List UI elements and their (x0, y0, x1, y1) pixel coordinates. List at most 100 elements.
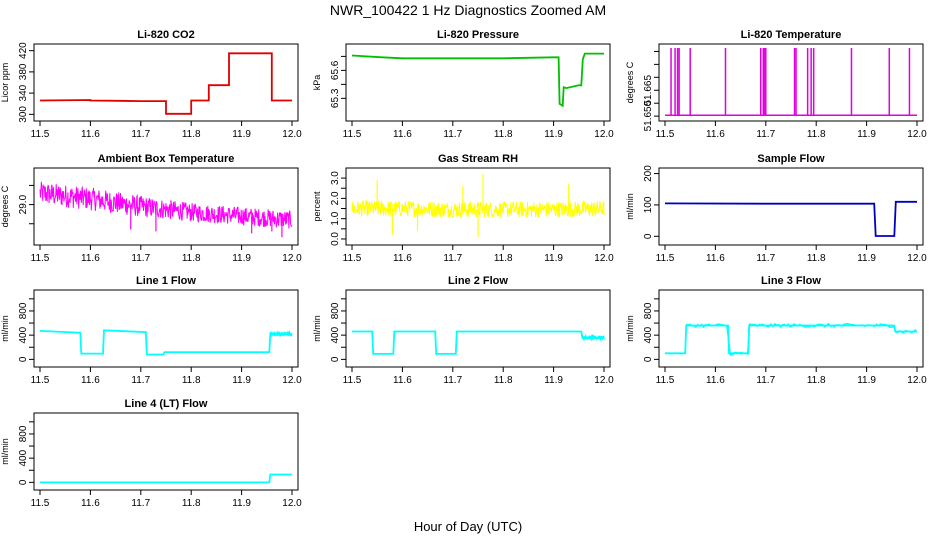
x-tick-label: 11.9 (857, 375, 876, 386)
y-tick-label: 0 (643, 356, 654, 362)
series-line (39, 181, 293, 229)
y-tick-label: 340 (18, 84, 29, 101)
y-axis-label: degrees C (0, 185, 10, 227)
y-tick-label: 65.6 (330, 60, 341, 80)
y-tick-label: 65.3 (330, 88, 341, 108)
y-axis-label: ml/min (312, 315, 322, 342)
x-tick-label: 11.5 (31, 129, 50, 140)
x-tick-label: 11.8 (182, 498, 201, 509)
x-tick-label: 11.5 (343, 375, 362, 386)
series-line2 (352, 330, 605, 355)
x-tick-label: 11.6 (706, 253, 725, 264)
x-tick-label: 12.0 (907, 253, 927, 264)
series-noise (581, 333, 605, 342)
x-tick-label: 11.5 (656, 253, 675, 264)
y-tick-label: 100 (643, 196, 654, 213)
x-tick-label: 11.8 (494, 375, 513, 386)
x-tick-label: 11.7 (756, 375, 775, 386)
x-tick-label: 11.9 (544, 129, 563, 140)
x-tick-label: 11.6 (81, 129, 100, 140)
series-line (351, 199, 605, 220)
x-tick-label: 12.0 (594, 253, 614, 264)
x-tick-label: 11.9 (232, 498, 251, 509)
y-axis-label: kPa (312, 75, 322, 91)
x-tick-label: 12.0 (594, 375, 614, 386)
y-axis-label: ml/min (625, 315, 635, 342)
plot-frame (33, 43, 299, 122)
series-line (664, 200, 917, 237)
y-tick-label: 51.665 (643, 75, 654, 106)
series-rh (351, 174, 605, 237)
y-tick-label: 420 (18, 42, 29, 59)
x-tick-label: 11.7 (443, 375, 462, 386)
y-tick-label: 800 (18, 425, 29, 442)
series-line1 (39, 329, 293, 356)
x-tick-label: 11.6 (706, 375, 725, 386)
y-tick-label: 1.0 (330, 211, 341, 225)
x-tick-label: 11.5 (343, 253, 362, 264)
panel-title: Line 4 (LT) Flow (125, 398, 208, 410)
x-tick-label: 12.0 (907, 129, 927, 140)
figure-title: NWR_100422 1 Hz Diagnostics Zoomed AM (330, 2, 606, 18)
panel-title: Gas Stream RH (438, 153, 518, 165)
panel-line2: Line 2 Flow 11.5 11.6 11.7 11.8 11.9 12.0 0 400 8… (312, 275, 614, 386)
y-tick-label: 800 (330, 302, 341, 319)
plot-frame (658, 289, 924, 368)
x-tick-label: 11.6 (393, 129, 412, 140)
x-tick-label: 11.7 (131, 375, 150, 386)
x-tick-label: 11.6 (393, 253, 412, 264)
x-tick-label: 11.5 (656, 375, 675, 386)
figure-xlabel: Hour of Day (UTC) (414, 519, 522, 534)
series-sample_flow (664, 200, 917, 237)
series-noise (686, 322, 918, 356)
series-line (352, 330, 604, 355)
x-tick-label: 11.8 (807, 375, 826, 386)
panel-title: Li-820 Pressure (437, 29, 519, 41)
x-tick-label: 11.8 (494, 253, 513, 264)
x-tick-label: 11.8 (182, 129, 201, 140)
plot-frame (33, 167, 299, 246)
y-tick-label: 0.0 (330, 232, 341, 246)
x-tick-label: 12.0 (282, 498, 302, 509)
plot-frame (345, 289, 611, 368)
series-pressure (351, 52, 604, 108)
series-licor_temp (665, 48, 917, 117)
panel-line4: Line 4 (LT) Flow 11.5 11.6 11.7 11.8 11.9 12.0… (0, 398, 302, 509)
panel-pressure: Li-820 Pressure 11.5 11.6 11.7 11.8 11.9 12.0 6… (312, 29, 614, 140)
y-tick-label: 400 (18, 326, 29, 343)
y-tick-label: 29.0 (18, 194, 29, 214)
y-axis-label: degrees C (625, 61, 635, 103)
panel-title: Ambient Box Temperature (98, 153, 235, 165)
y-tick-label: 400 (643, 326, 654, 343)
y-tick-label: 3.0 (330, 171, 341, 185)
x-tick-label: 12.0 (282, 375, 302, 386)
y-tick-label: 800 (643, 302, 654, 319)
y-tick-label: 0 (18, 479, 29, 485)
series-line (665, 324, 917, 355)
series-line4 (40, 473, 292, 484)
x-tick-label: 11.7 (131, 253, 150, 264)
x-tick-label: 11.7 (443, 253, 462, 264)
x-tick-label: 11.7 (443, 129, 462, 140)
panel-rh: Gas Stream RH 11.5 11.6 11.7 11.8 11.9 12.0 0.0… (312, 153, 614, 264)
panel-title: Li-820 Temperature (741, 29, 842, 41)
x-tick-label: 11.7 (756, 129, 775, 140)
x-tick-label: 11.6 (393, 375, 412, 386)
y-axis-label: percent (312, 191, 322, 222)
panel-title: Li-820 CO2 (137, 29, 194, 41)
x-tick-label: 11.6 (81, 375, 100, 386)
y-tick-label: 2.0 (330, 191, 341, 205)
y-tick-label: 400 (330, 326, 341, 343)
panel-title: Sample Flow (757, 153, 825, 165)
panel-title: Line 2 Flow (448, 275, 508, 287)
panel-sample_flow: Sample Flow 11.5 11.6 11.7 11.8 11.9 12.0 0 100 2… (625, 153, 927, 264)
panel-ambient_temp: Ambient Box Temperature 11.5 11.6 11.7 11.8 1… (0, 153, 302, 264)
y-tick-label: 0 (643, 233, 654, 239)
x-tick-label: 11.8 (807, 129, 826, 140)
y-axis-label: ml/min (625, 193, 635, 220)
plot-frame (658, 43, 924, 122)
series-line (40, 473, 292, 484)
x-tick-label: 11.8 (182, 375, 201, 386)
x-tick-label: 11.6 (706, 129, 725, 140)
x-tick-label: 11.6 (81, 498, 100, 509)
